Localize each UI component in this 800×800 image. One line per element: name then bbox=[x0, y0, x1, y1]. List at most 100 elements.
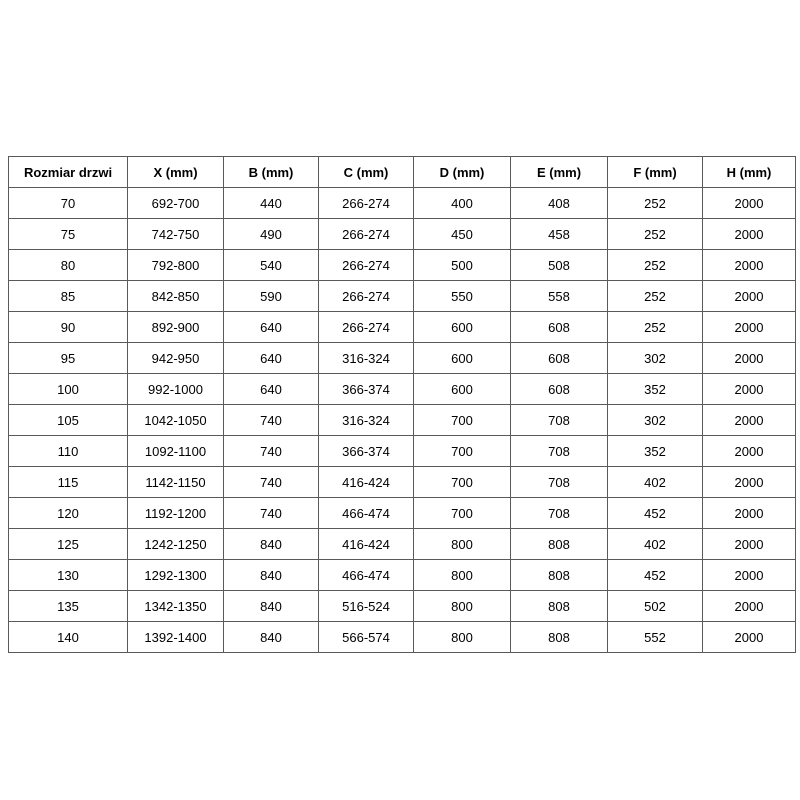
table-cell: 316-324 bbox=[318, 404, 414, 436]
table-cell: 2000 bbox=[702, 559, 796, 591]
column-header: C (mm) bbox=[318, 156, 414, 188]
table-cell: 1242-1250 bbox=[127, 528, 224, 560]
table-cell: 500 bbox=[413, 249, 511, 281]
table-cell: 75 bbox=[8, 218, 128, 250]
table-cell: 302 bbox=[607, 404, 703, 436]
table-cell: 2000 bbox=[702, 187, 796, 219]
table-row: 75 742-750 490 266-274 450 458 252 2000 bbox=[8, 218, 796, 250]
table-cell: 266-274 bbox=[318, 218, 414, 250]
table-cell: 808 bbox=[510, 559, 608, 591]
table-cell: 252 bbox=[607, 218, 703, 250]
table-cell: 800 bbox=[413, 559, 511, 591]
table-cell: 2000 bbox=[702, 404, 796, 436]
table-row: 115 1142-1150 740 416-424 700 708 402 2000 bbox=[8, 466, 796, 498]
table-cell: 708 bbox=[510, 466, 608, 498]
table-cell: 640 bbox=[223, 311, 319, 343]
column-header: X (mm) bbox=[127, 156, 224, 188]
table-cell: 692-700 bbox=[127, 187, 224, 219]
table-cell: 1392-1400 bbox=[127, 621, 224, 653]
table-cell: 2000 bbox=[702, 497, 796, 529]
table-cell: 450 bbox=[413, 218, 511, 250]
table-row: 95 942-950 640 316-324 600 608 302 2000 bbox=[8, 342, 796, 374]
table-cell: 266-274 bbox=[318, 280, 414, 312]
table-cell: 115 bbox=[8, 466, 128, 498]
table-row: 90 892-900 640 266-274 600 608 252 2000 bbox=[8, 311, 796, 343]
table-cell: 266-274 bbox=[318, 249, 414, 281]
table-cell: 740 bbox=[223, 466, 319, 498]
table-cell: 840 bbox=[223, 559, 319, 591]
table-cell: 2000 bbox=[702, 621, 796, 653]
table-cell: 452 bbox=[607, 559, 703, 591]
table-cell: 892-900 bbox=[127, 311, 224, 343]
table-cell: 466-474 bbox=[318, 559, 414, 591]
table-cell: 90 bbox=[8, 311, 128, 343]
table-cell: 840 bbox=[223, 621, 319, 653]
table-cell: 2000 bbox=[702, 311, 796, 343]
table-cell: 316-324 bbox=[318, 342, 414, 374]
table-cell: 992-1000 bbox=[127, 373, 224, 405]
table-cell: 252 bbox=[607, 187, 703, 219]
table-cell: 808 bbox=[510, 590, 608, 622]
table-row: 130 1292-1300 840 466-474 800 808 452 2000 bbox=[8, 559, 796, 591]
table-cell: 808 bbox=[510, 528, 608, 560]
table-row: 100 992-1000 640 366-374 600 608 352 2000 bbox=[8, 373, 796, 405]
table-row: 80 792-800 540 266-274 500 508 252 2000 bbox=[8, 249, 796, 281]
table-cell: 700 bbox=[413, 466, 511, 498]
table-cell: 140 bbox=[8, 621, 128, 653]
table-cell: 416-424 bbox=[318, 528, 414, 560]
table-row: 140 1392-1400 840 566-574 800 808 552 2000 bbox=[8, 621, 796, 653]
table-cell: 600 bbox=[413, 373, 511, 405]
table-cell: 842-850 bbox=[127, 280, 224, 312]
table-cell: 1292-1300 bbox=[127, 559, 224, 591]
table-cell: 1342-1350 bbox=[127, 590, 224, 622]
table-cell: 1092-1100 bbox=[127, 435, 224, 467]
table-cell: 800 bbox=[413, 528, 511, 560]
table-cell: 740 bbox=[223, 435, 319, 467]
table-cell: 740 bbox=[223, 404, 319, 436]
table-cell: 402 bbox=[607, 528, 703, 560]
table-cell: 125 bbox=[8, 528, 128, 560]
table-cell: 740 bbox=[223, 497, 319, 529]
table-cell: 1142-1150 bbox=[127, 466, 224, 498]
table-cell: 942-950 bbox=[127, 342, 224, 374]
table-cell: 352 bbox=[607, 435, 703, 467]
table-cell: 2000 bbox=[702, 528, 796, 560]
column-header: Rozmiar drzwi bbox=[8, 156, 128, 188]
table-cell: 2000 bbox=[702, 218, 796, 250]
column-header: B (mm) bbox=[223, 156, 319, 188]
table-cell: 120 bbox=[8, 497, 128, 529]
table-cell: 490 bbox=[223, 218, 319, 250]
table-cell: 608 bbox=[510, 373, 608, 405]
table-cell: 440 bbox=[223, 187, 319, 219]
table-cell: 80 bbox=[8, 249, 128, 281]
table-cell: 708 bbox=[510, 435, 608, 467]
table-cell: 452 bbox=[607, 497, 703, 529]
table-row: 105 1042-1050 740 316-324 700 708 302 2000 bbox=[8, 404, 796, 436]
table-cell: 600 bbox=[413, 311, 511, 343]
table-cell: 252 bbox=[607, 280, 703, 312]
table-cell: 840 bbox=[223, 528, 319, 560]
table-cell: 540 bbox=[223, 249, 319, 281]
table-row: 85 842-850 590 266-274 550 558 252 2000 bbox=[8, 280, 796, 312]
table-cell: 558 bbox=[510, 280, 608, 312]
table-cell: 85 bbox=[8, 280, 128, 312]
table-cell: 252 bbox=[607, 249, 703, 281]
table-cell: 640 bbox=[223, 373, 319, 405]
table-cell: 366-374 bbox=[318, 373, 414, 405]
table-cell: 408 bbox=[510, 187, 608, 219]
table-cell: 708 bbox=[510, 497, 608, 529]
table-cell: 400 bbox=[413, 187, 511, 219]
door-size-table: Rozmiar drzwi X (mm) B (mm) C (mm) D (mm) E (… bbox=[8, 156, 796, 653]
table-cell: 2000 bbox=[702, 466, 796, 498]
table-cell: 742-750 bbox=[127, 218, 224, 250]
table-cell: 2000 bbox=[702, 342, 796, 374]
table-body: 70 692-700 440 266-274 400 408 252 2000 75 742-75… bbox=[8, 187, 796, 653]
table-cell: 640 bbox=[223, 342, 319, 374]
column-header: D (mm) bbox=[413, 156, 511, 188]
table-cell: 2000 bbox=[702, 249, 796, 281]
table-cell: 516-524 bbox=[318, 590, 414, 622]
column-header: H (mm) bbox=[702, 156, 796, 188]
table-cell: 130 bbox=[8, 559, 128, 591]
table-cell: 70 bbox=[8, 187, 128, 219]
